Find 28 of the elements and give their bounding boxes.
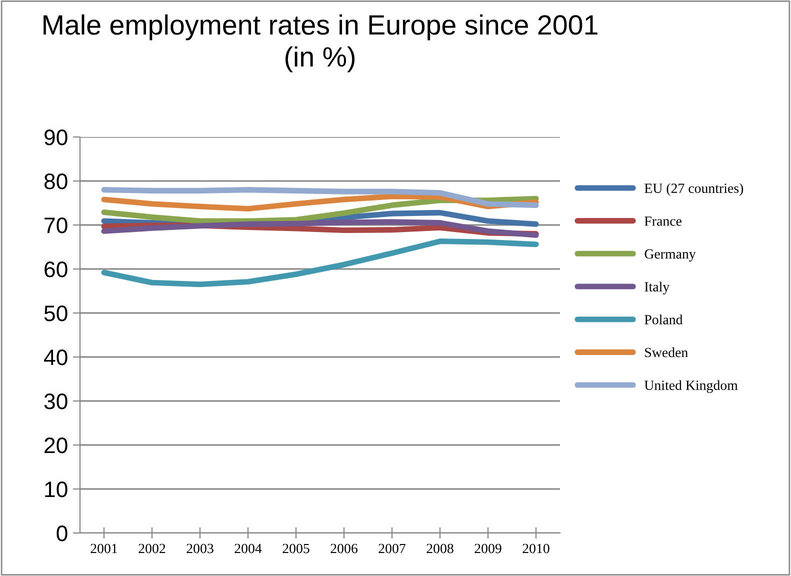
y-tick-label: 70 <box>44 218 68 234</box>
y-tick-label: 40 <box>44 350 68 366</box>
y-tick-label: 60 <box>44 262 68 278</box>
legend-label: United Kingdom <box>644 380 738 393</box>
x-tick-label: 2002 <box>138 544 166 554</box>
legend-label: France <box>644 216 682 226</box>
x-tick-label: 2009 <box>474 544 502 554</box>
chart-title: Male employment rates in Europe since 2001 (in %) <box>44 14 598 72</box>
legend-label: Italy <box>644 282 670 294</box>
y-tick-label: 20 <box>44 438 68 454</box>
y-tick-label: 80 <box>44 174 68 190</box>
legend-label: Poland <box>644 314 683 324</box>
y-tick-label: 30 <box>44 394 68 410</box>
y-tick-label: 90 <box>44 130 68 146</box>
x-tick-label: 2005 <box>282 544 310 554</box>
legend-label: Sweden <box>645 347 688 358</box>
legend-label: EU (27 countries) <box>644 183 744 196</box>
y-tick-label: 0 <box>56 526 68 542</box>
x-tick-label: 2001 <box>90 544 118 554</box>
x-tick-label: 2006 <box>330 544 358 554</box>
y-tick-label: 50 <box>44 306 68 322</box>
legend-label: Germany <box>644 249 696 262</box>
x-tick-label: 2003 <box>186 544 214 554</box>
x-tick-label: 2010 <box>522 544 550 554</box>
x-tick-label: 2007 <box>378 544 406 554</box>
x-tick-label: 2008 <box>426 544 454 554</box>
x-tick-label: 2004 <box>234 544 262 554</box>
y-tick-label: 10 <box>45 482 68 498</box>
